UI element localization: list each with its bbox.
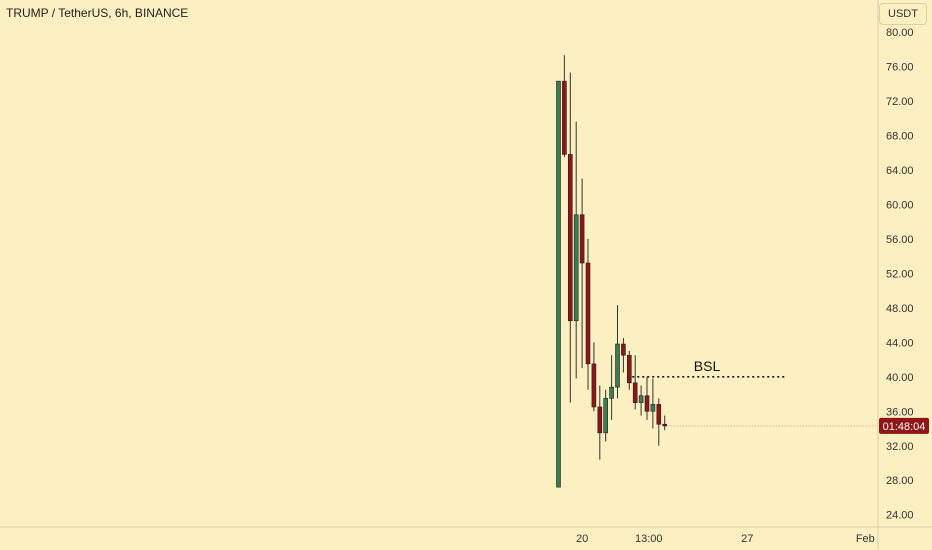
candle-down <box>626 350 632 390</box>
candle-body <box>632 382 638 403</box>
candle-body <box>621 343 626 356</box>
candle-down <box>597 385 603 460</box>
currency-selector[interactable]: USDT <box>879 3 927 25</box>
price-tick-label: 40.00 <box>886 372 914 384</box>
candle-body <box>562 80 567 155</box>
price-tick-label: 76.00 <box>886 61 914 73</box>
price-tick-label: 68.00 <box>886 130 914 142</box>
price-countdown-text: 01:48:04 <box>883 421 926 433</box>
candle-up <box>603 389 609 442</box>
candle-down <box>662 415 668 431</box>
candle-up <box>556 80 561 488</box>
price-tick-label: 56.00 <box>886 234 914 246</box>
price-tick-label: 28.00 <box>886 475 914 487</box>
candle-body <box>656 404 662 425</box>
candle-down <box>644 376 650 420</box>
candles-series <box>556 55 668 488</box>
candle-down <box>567 72 573 403</box>
price-tick-label: 64.00 <box>886 165 914 177</box>
price-axis[interactable]: 80.00 76.00 72.00 68.00 64.00 60.00 56.00 52.00… <box>886 27 914 522</box>
candle-body <box>573 214 579 322</box>
price-countdown-tag <box>879 417 929 434</box>
candle-down <box>656 398 662 446</box>
price-tick-label: 80.00 <box>886 27 914 39</box>
candle-body <box>567 154 573 322</box>
candle-up <box>650 378 656 429</box>
last-price-marker: 01:48:04 <box>667 417 929 434</box>
price-tick-label: 60.00 <box>886 199 914 211</box>
chart-title: TRUMP / TetherUS, 6h, BINANCE <box>6 6 189 20</box>
candle-body <box>585 262 591 365</box>
price-tick-label: 36.00 <box>886 406 914 418</box>
price-tick-label: 24.00 <box>886 510 914 522</box>
candle-down <box>579 178 585 369</box>
candle-down <box>585 238 591 390</box>
candle-body <box>626 354 632 384</box>
candle-down <box>591 342 597 412</box>
candle-body <box>609 386 614 399</box>
candle-down <box>562 55 567 157</box>
candle-body <box>615 343 620 388</box>
price-tick-label: 48.00 <box>886 303 914 315</box>
candle-body <box>591 363 597 408</box>
time-tick-label: 20 <box>576 533 588 545</box>
candle-body <box>603 398 609 434</box>
price-tick-label: 52.00 <box>886 268 914 280</box>
candle-down <box>621 338 626 373</box>
candle-body <box>579 214 585 264</box>
candle-body <box>650 404 656 412</box>
price-tick-label: 44.00 <box>886 337 914 349</box>
candle-down <box>632 355 638 410</box>
time-tick-label: 13:00 <box>635 533 663 545</box>
candle-up <box>638 385 644 416</box>
candle-body <box>644 395 650 412</box>
annotations-layer: BSL <box>632 358 786 378</box>
bsl-label: BSL <box>694 358 721 374</box>
candle-up <box>615 305 620 399</box>
price-tick-label: 72.00 <box>886 96 914 108</box>
candle-body <box>597 406 603 434</box>
time-axis[interactable]: 20 13:00 27 Feb <box>576 533 875 545</box>
candle-up <box>609 355 614 420</box>
candle-body <box>556 80 561 488</box>
time-tick-label: 27 <box>741 533 753 545</box>
candle-up <box>573 121 579 379</box>
price-tick-label: 32.00 <box>886 441 914 453</box>
candle-body <box>638 395 644 403</box>
time-tick-label: Feb <box>856 533 875 545</box>
candle-body <box>662 423 668 427</box>
